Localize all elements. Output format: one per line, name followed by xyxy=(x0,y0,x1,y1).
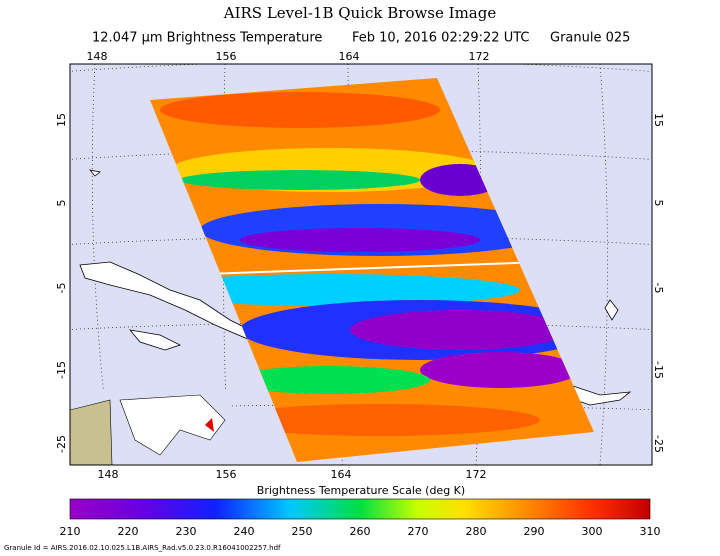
granule-id: Granule Id = AIRS.2016.02.10.025.L1B.AIR… xyxy=(4,544,281,552)
colorbar xyxy=(69,498,651,520)
inset-globe xyxy=(70,390,230,465)
colorbar-tick-label: 210 xyxy=(60,525,81,538)
lat-label-left: 5 xyxy=(55,200,68,207)
colorbar-tick-label: 280 xyxy=(466,525,487,538)
lat-label-left: 15 xyxy=(55,113,68,127)
lon-label-top: 172 xyxy=(469,50,490,63)
lon-label-top: 156 xyxy=(216,50,237,63)
colorbar-tick-label: 230 xyxy=(176,525,197,538)
colorbar-tick-label: 220 xyxy=(118,525,139,538)
lat-label-left: -15 xyxy=(55,361,68,379)
subtitle-product: 12.047 μm Brightness Temperature xyxy=(92,31,322,46)
lat-label-right: 5 xyxy=(652,200,665,207)
subtitle-granule: Granule 025 xyxy=(550,31,630,46)
map xyxy=(70,64,652,465)
coastlines xyxy=(79,169,632,406)
colorbar-title: Brightness Temperature Scale (deg K) xyxy=(257,484,465,497)
lon-label-bottom: 156 xyxy=(216,468,237,481)
lat-label-right: -25 xyxy=(652,435,665,453)
lat-label-right: 15 xyxy=(652,113,665,127)
subtitle-time: Feb 10, 2016 02:29:22 UTC xyxy=(352,31,529,46)
colorbar-tick-label: 250 xyxy=(292,525,313,538)
lat-label-right: -15 xyxy=(652,361,665,379)
colorbar-tick-label: 290 xyxy=(524,525,545,538)
map-frame xyxy=(69,63,653,466)
lat-label-right: -5 xyxy=(652,283,665,294)
lon-label-bottom: 172 xyxy=(466,468,487,481)
lat-label-left: -25 xyxy=(55,435,68,453)
lon-label-top: 148 xyxy=(87,50,108,63)
tick-labels: 148 156 164 172 148 156 164 172 15 5 -5 -15 -25 15 5 -5… xyxy=(55,50,665,538)
colorbar-tick-label: 260 xyxy=(350,525,371,538)
title: AIRS Level-1B Quick Browse Image xyxy=(223,4,497,22)
lon-label-bottom: 148 xyxy=(98,468,119,481)
swath xyxy=(150,78,594,462)
colorbar-tick-label: 310 xyxy=(640,525,661,538)
colorbar-tick-label: 240 xyxy=(234,525,255,538)
lon-label-bottom: 164 xyxy=(331,468,352,481)
colorbar-tick-label: 270 xyxy=(408,525,429,538)
lon-label-top: 164 xyxy=(339,50,360,63)
colorbar-tick-label: 300 xyxy=(582,525,603,538)
lat-label-left: -5 xyxy=(55,283,68,294)
